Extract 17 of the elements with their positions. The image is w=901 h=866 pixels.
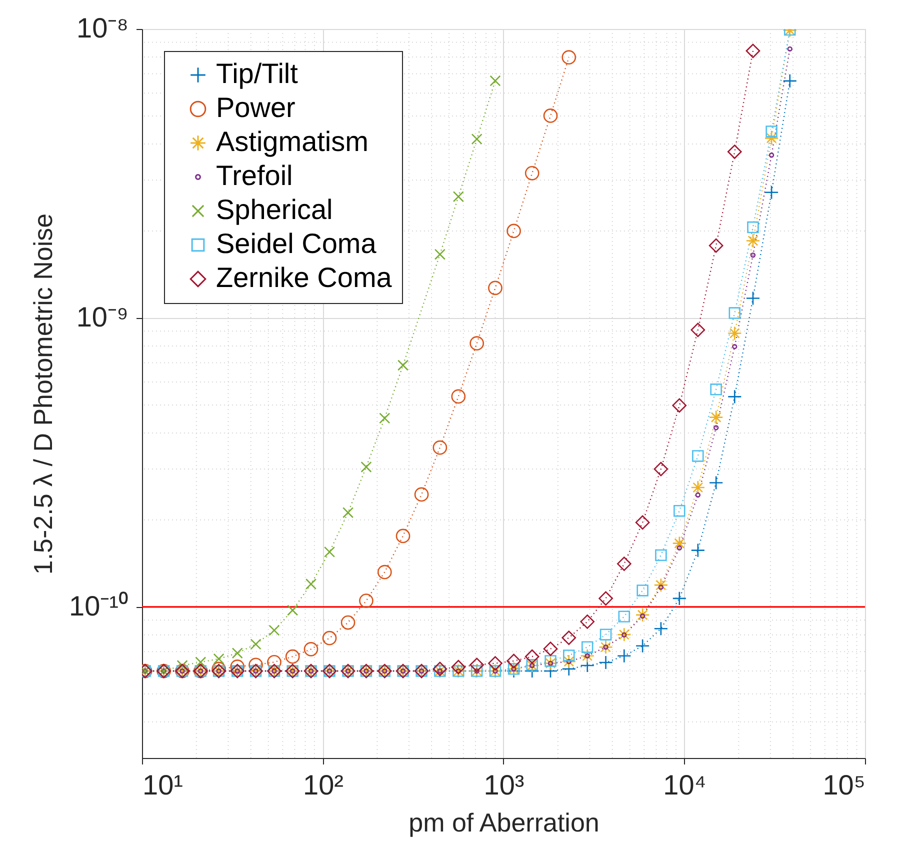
legend-label: Power [216, 92, 296, 123]
legend-label: Astigmatism [216, 126, 368, 157]
legend-label: Tip/Tilt [216, 58, 298, 89]
legend-label: Spherical [216, 194, 333, 225]
x-tick-label: 10⁴ [663, 770, 706, 800]
x-axis-title: pm of Aberration [408, 808, 600, 838]
legend-label: Seidel Coma [216, 228, 377, 259]
y-tick-label: 10⁻⁹ [76, 301, 128, 332]
y-axis-title: 1.5-2.5 λ / D Photometric Noise [28, 213, 58, 575]
x-tick-label: 10² [303, 770, 344, 800]
y-tick-label: 10⁻⁸ [76, 12, 128, 44]
legend-label: Trefoil [216, 160, 293, 191]
x-tick-label: 10⁵ [822, 770, 866, 800]
x-tick-label: 10³ [484, 770, 524, 800]
legend-label: Zernike Coma [216, 262, 392, 293]
y-tick-label: 10⁻¹⁰ [69, 590, 128, 622]
x-tick-label: 10¹ [142, 770, 183, 800]
